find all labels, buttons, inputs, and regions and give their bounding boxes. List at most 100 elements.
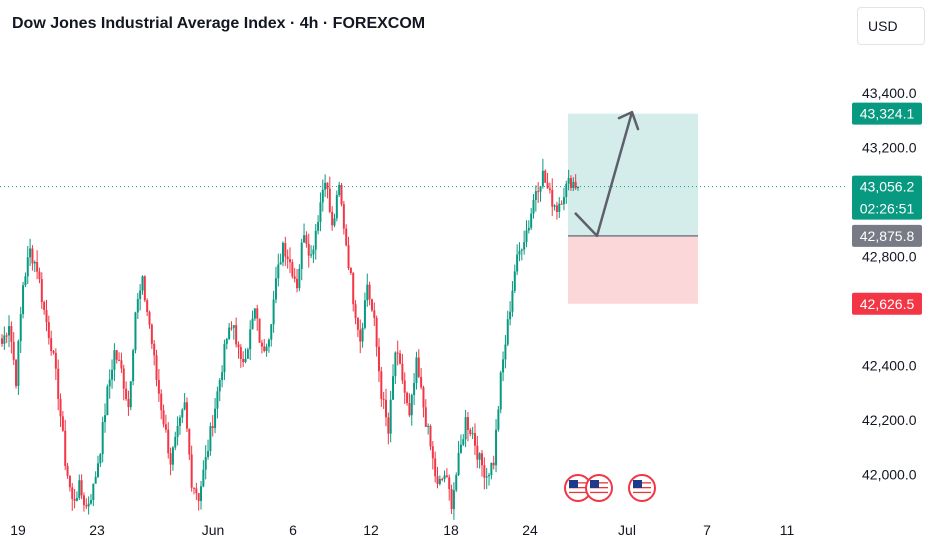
candle-body — [43, 302, 46, 311]
candle-body — [174, 436, 177, 448]
candle-body — [502, 359, 505, 373]
candle-body — [546, 182, 549, 189]
candle-body — [106, 386, 109, 416]
candle-body — [331, 211, 334, 226]
candle-body — [312, 249, 315, 255]
loss-zone — [568, 235, 698, 304]
candle-body — [251, 318, 254, 330]
entry-price-label-bg — [852, 224, 922, 247]
candle-body — [279, 262, 282, 265]
candle-body — [239, 347, 242, 360]
candle-body — [216, 391, 219, 409]
candle-body — [399, 353, 402, 364]
candle-body — [537, 191, 540, 193]
candle-body — [59, 398, 62, 417]
us-flag-icon[interactable] — [585, 474, 613, 502]
candle-body — [366, 284, 369, 301]
candle-body — [235, 325, 238, 345]
candle-body — [473, 433, 476, 446]
candle-body — [12, 341, 15, 360]
candle-body — [577, 186, 579, 189]
candle-body — [45, 310, 48, 323]
candle-body — [85, 505, 88, 507]
candle-body — [370, 299, 373, 311]
candle-body — [143, 276, 146, 301]
candle-body — [368, 284, 371, 300]
candle-body — [436, 476, 439, 485]
candle-body — [373, 310, 376, 318]
time-tick-label: 7 — [703, 522, 711, 538]
candle-body — [8, 326, 11, 336]
current-price-label-bg — [852, 175, 922, 220]
candle-body — [221, 372, 224, 381]
candle-body — [516, 254, 519, 272]
candle-body — [476, 445, 479, 460]
candle-body — [359, 329, 362, 342]
candle-body — [452, 490, 455, 510]
time-tick-label: 23 — [89, 522, 105, 538]
candle-body — [242, 359, 245, 363]
candle-body — [277, 264, 280, 279]
candle-body — [349, 267, 352, 273]
candle-body — [434, 458, 437, 477]
candle-body — [136, 298, 139, 313]
candle-body — [504, 344, 507, 360]
currency-selector-button[interactable]: USD — [857, 7, 925, 45]
price-tick-label: 43,400.0 — [862, 85, 917, 101]
candle-body — [129, 381, 132, 408]
candle-body — [146, 300, 149, 313]
candle-body — [389, 399, 392, 434]
candle-body — [73, 498, 76, 501]
candle-body — [118, 359, 121, 361]
candle-body — [5, 335, 8, 337]
candle-body — [392, 376, 395, 400]
candle-body — [281, 242, 284, 263]
us-flag-icon[interactable] — [628, 474, 656, 502]
candle-body — [361, 327, 364, 342]
candle-body — [104, 415, 107, 423]
candle-body — [274, 278, 277, 300]
candle-body — [207, 451, 210, 457]
candle-body — [558, 203, 561, 212]
candle-body — [548, 188, 551, 191]
entry-price-label: 42,875.8 — [860, 228, 915, 244]
candle-body — [246, 349, 249, 359]
candle-body — [321, 189, 324, 203]
candle-body — [340, 184, 343, 205]
candle-body — [244, 358, 247, 363]
candle-body — [509, 311, 512, 320]
target-price-label: 43,324.1 — [860, 106, 915, 122]
candle-body — [286, 256, 289, 260]
candle-body — [532, 200, 535, 214]
candle-body — [497, 409, 500, 430]
candle-body — [127, 399, 130, 408]
candle-body — [317, 222, 320, 231]
candle-body — [523, 242, 526, 250]
candle-body — [108, 379, 111, 387]
candle-body — [54, 352, 57, 369]
candle-body — [324, 182, 327, 190]
time-tick-label: Jul — [618, 522, 636, 538]
candle-body — [115, 350, 118, 360]
candle-body — [310, 254, 313, 256]
candle-body — [553, 205, 556, 207]
candle-body — [562, 197, 565, 205]
price-tick-label: 42,800.0 — [862, 249, 917, 265]
candle-body — [202, 469, 205, 487]
candle-body — [326, 182, 329, 189]
candle-body — [10, 326, 13, 342]
candle-body — [61, 416, 64, 431]
candle-body — [396, 352, 399, 354]
candle-body — [469, 429, 472, 434]
candle-body — [481, 453, 483, 466]
candle-body — [450, 489, 453, 510]
candle-body — [181, 409, 184, 418]
candle-body — [363, 300, 366, 328]
candle-body — [377, 346, 380, 372]
candle-body — [3, 335, 6, 344]
candle-body — [200, 486, 203, 501]
candle-body — [92, 483, 95, 501]
us-flag-icon[interactable] — [564, 474, 592, 502]
candle-body — [26, 257, 29, 277]
